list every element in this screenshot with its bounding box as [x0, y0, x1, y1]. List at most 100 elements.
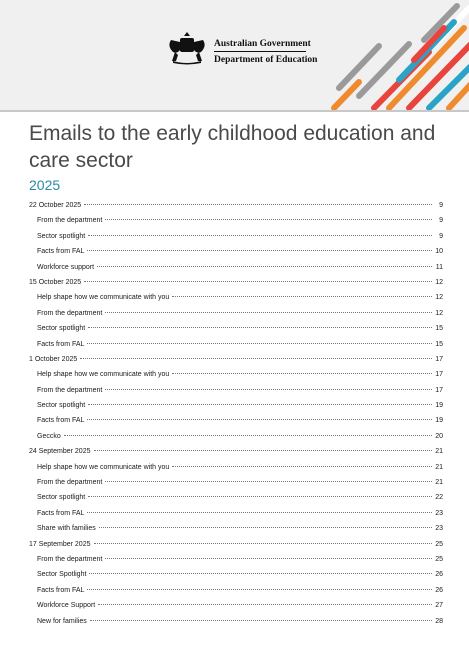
stripe — [421, 3, 460, 43]
toc-leader-dots — [172, 296, 432, 298]
toc-subsection-entry[interactable]: From the department 25 — [29, 556, 443, 571]
toc-entry-page: 27 — [435, 602, 443, 610]
toc-entry-label: Sector Spotlight — [37, 571, 87, 579]
toc-entry-label: Sector spotlight — [37, 402, 86, 410]
table-of-contents: 22 October 2025 9 From the department 9 Sect… — [29, 202, 443, 633]
toc-subsection-entry[interactable]: Share with families 23 — [29, 525, 443, 540]
stripe — [426, 63, 469, 111]
toc-entry-page: 12 — [435, 309, 443, 317]
toc-leader-dots — [88, 496, 432, 498]
toc-entry-page: 11 — [435, 263, 443, 271]
toc-entry-label: Facts from FAL — [37, 248, 85, 256]
toc-entry-page: 28 — [435, 617, 443, 625]
toc-entry-label: From the department — [37, 309, 103, 317]
toc-subsection-entry[interactable]: Workforce support 11 — [29, 264, 443, 279]
toc-entry-label: Facts from FAL — [37, 340, 85, 348]
toc-leader-dots — [97, 265, 432, 267]
toc-entry-page: 12 — [435, 294, 443, 302]
toc-leader-dots — [105, 388, 432, 390]
toc-subsection-entry[interactable]: Workforce Support 27 — [29, 602, 443, 617]
toc-entry-page: 17 — [435, 386, 443, 394]
toc-entry-page: 10 — [435, 248, 443, 256]
toc-leader-dots — [88, 404, 432, 406]
toc-subsection-entry[interactable]: Help shape how we communicate with you 17 — [29, 371, 443, 386]
toc-section-entry[interactable]: 15 October 2025 12 — [29, 279, 443, 294]
toc-subsection-entry[interactable]: Sector spotlight 22 — [29, 494, 443, 509]
toc-leader-dots — [172, 465, 432, 467]
stripe — [386, 25, 467, 111]
toc-leader-dots — [88, 234, 432, 236]
toc-subsection-entry[interactable]: From the department 17 — [29, 387, 443, 402]
toc-entry-page: 15 — [435, 325, 443, 333]
toc-subsection-entry[interactable]: Sector Spotlight 26 — [29, 571, 443, 586]
toc-entry-page: 12 — [435, 278, 443, 286]
toc-subsection-entry[interactable]: Facts from FAL 19 — [29, 417, 443, 432]
toc-entry-label: From the department — [37, 479, 103, 487]
toc-entry-label: 15 October 2025 — [29, 278, 82, 286]
toc-section-entry[interactable]: 24 September 2025 21 — [29, 448, 443, 463]
toc-entry-page: 15 — [435, 340, 443, 348]
toc-entry-page: 23 — [435, 525, 443, 533]
toc-subsection-entry[interactable]: Facts from FAL 10 — [29, 248, 443, 263]
toc-entry-label: Sector spotlight — [37, 232, 86, 240]
toc-leader-dots — [98, 527, 432, 529]
toc-subsection-entry[interactable]: Help shape how we communicate with you 12 — [29, 294, 443, 309]
toc-entry-page: 25 — [435, 540, 443, 548]
toc-section-entry[interactable]: 1 October 2025 17 — [29, 356, 443, 371]
toc-leader-dots — [93, 542, 432, 544]
toc-entry-page: 22 — [435, 494, 443, 502]
toc-leader-dots — [87, 419, 432, 421]
stripe — [406, 41, 469, 111]
toc-entry-page: 19 — [435, 402, 443, 410]
toc-entry-page: 20 — [435, 432, 443, 440]
toc-subsection-entry[interactable]: Geccko 20 — [29, 433, 443, 448]
org-line-2: Department of Education — [214, 55, 318, 65]
toc-entry-label: Sector spotlight — [37, 494, 86, 502]
toc-entry-label: Share with families — [37, 525, 96, 533]
toc-entry-page: 21 — [435, 479, 443, 487]
toc-entry-page: 17 — [435, 355, 443, 363]
toc-entry-label: 17 September 2025 — [29, 540, 91, 548]
toc-subsection-entry[interactable]: Facts from FAL 15 — [29, 341, 443, 356]
toc-subsection-entry[interactable]: New for families 28 — [29, 618, 443, 633]
toc-entry-label: Workforce support — [37, 263, 95, 271]
stripe — [336, 43, 382, 91]
toc-leader-dots — [84, 280, 432, 282]
toc-entry-label: 24 September 2025 — [29, 448, 91, 456]
toc-subsection-entry[interactable]: From the department 9 — [29, 217, 443, 232]
toc-entry-label: From the department — [37, 217, 103, 225]
coat-of-arms-icon — [169, 32, 205, 65]
toc-subsection-entry[interactable]: Help shape how we communicate with you 21 — [29, 464, 443, 479]
toc-leader-dots — [89, 573, 432, 575]
toc-entry-label: Workforce Support — [37, 602, 96, 610]
toc-section-entry[interactable]: 22 October 2025 9 — [29, 202, 443, 217]
toc-subsection-entry[interactable]: Sector spotlight 19 — [29, 402, 443, 417]
toc-leader-dots — [172, 373, 432, 375]
toc-subsection-entry[interactable]: Sector spotlight 9 — [29, 233, 443, 248]
toc-subsection-entry[interactable]: Facts from FAL 23 — [29, 510, 443, 525]
toc-subsection-entry[interactable]: From the department 12 — [29, 310, 443, 325]
toc-leader-dots — [88, 327, 432, 329]
toc-subsection-entry[interactable]: From the department 21 — [29, 479, 443, 494]
page-title: Emails to the early childhood education … — [29, 122, 436, 172]
toc-entry-page: 19 — [435, 417, 443, 425]
toc-section-entry[interactable]: 17 September 2025 25 — [29, 541, 443, 556]
header-divider — [0, 110, 469, 112]
toc-entry-label: Facts from FAL — [37, 586, 85, 594]
toc-entry-label: From the department — [37, 555, 103, 563]
toc-entry-page: 26 — [435, 571, 443, 579]
year-heading: 2025 — [29, 177, 61, 193]
toc-leader-dots — [105, 557, 432, 559]
decorative-stripes — [331, 3, 469, 111]
toc-entry-label: Help shape how we communicate with you — [37, 294, 170, 302]
toc-subsection-entry[interactable]: Facts from FAL 26 — [29, 587, 443, 602]
toc-entry-page: 21 — [435, 448, 443, 456]
stripe — [356, 41, 412, 99]
toc-leader-dots — [93, 450, 432, 452]
toc-leader-dots — [87, 250, 432, 252]
toc-subsection-entry[interactable]: Sector spotlight 15 — [29, 325, 443, 340]
toc-entry-label: Geccko — [37, 432, 61, 440]
toc-leader-dots — [105, 481, 432, 483]
stripe — [446, 81, 469, 111]
page-header: Australian Government Department of Educ… — [0, 0, 469, 112]
